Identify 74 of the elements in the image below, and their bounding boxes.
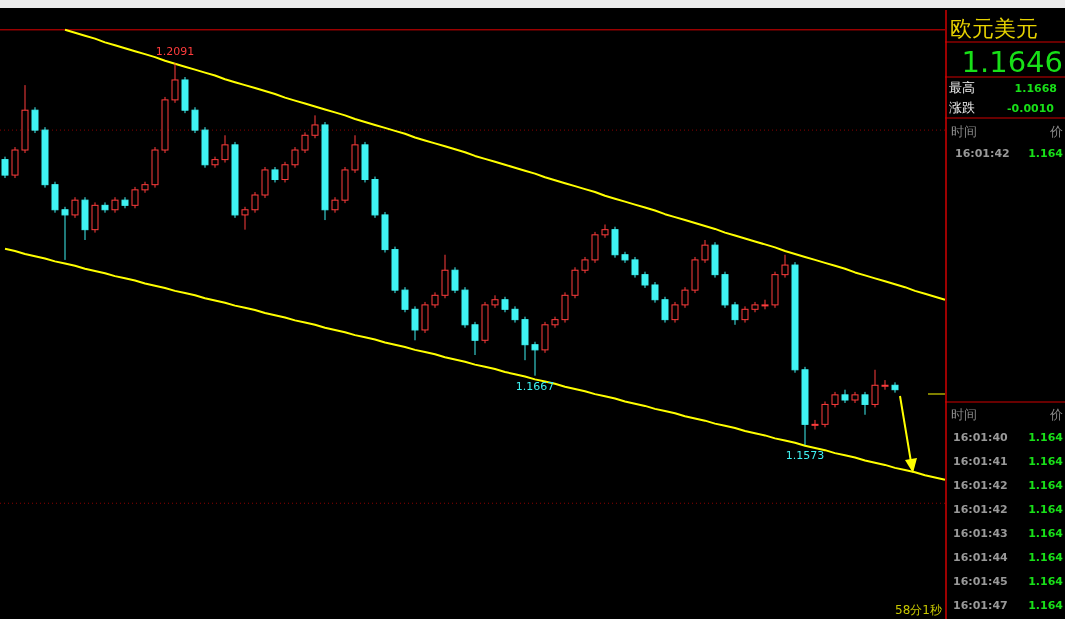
text: 16:01:42 [955,147,1010,160]
candlestick [291,146,299,169]
candlestick [891,381,899,394]
candlestick [681,286,689,309]
text: 16:01:43 [953,527,1008,540]
annotation: 1.1667 [515,379,555,393]
text: 1.1668 [1014,82,1057,95]
text: 价 [1049,124,1063,139]
candlestick [871,369,879,408]
candlestick [731,301,739,326]
candlestick [311,114,319,139]
candlestick [101,201,109,214]
candlestick [221,134,229,164]
candlestick [251,191,259,214]
annotation: 1.1573 [785,449,825,462]
candlestick [281,161,289,183]
text: 16:01:41 [953,455,1008,468]
annotation: 1.2091 [155,45,195,58]
candlestick [141,181,149,194]
text: 16:01:45 [953,575,1008,588]
text: 时间 [951,407,977,422]
candlestick [631,256,639,279]
candlestick [781,254,789,279]
text: 价 [1049,407,1063,422]
text: 1.164 [1028,599,1064,612]
candlestick [761,299,769,310]
candlestick [71,196,79,219]
text: 时间 [951,124,977,139]
text: 16:01:42 [953,479,1008,492]
candlestick [301,131,309,154]
candlestick [451,266,459,294]
candlestick [821,400,829,428]
text: 1.164 [1028,479,1064,492]
text: 1.1646 [961,45,1063,79]
candlestick [701,239,709,264]
text: 16:01:40 [953,431,1009,444]
candlestick [1,156,9,179]
text: 1.164 [1028,455,1064,468]
text: 16:01:44 [953,551,1009,564]
candlestick [121,196,129,209]
candlestick [811,419,819,431]
text: 1.164 [1028,575,1064,588]
text: 1.164 [1028,503,1064,516]
candlestick [411,305,419,341]
text: 1.164 [1028,147,1064,160]
candlestick [861,391,869,416]
candlestick [61,206,69,261]
text: 1.164 [1028,431,1064,444]
candlestick [471,321,479,356]
candlestick [841,389,849,404]
candlestick [401,286,409,313]
text: -0.0010 [1006,102,1055,115]
candlestick [531,341,539,377]
candlestick [211,156,219,169]
candlestick [191,106,199,134]
text: 涨跌 [949,100,975,115]
text: 58分1秒 [895,603,942,617]
text: 1.164 [1028,551,1064,564]
candlestick [491,294,499,309]
text: 最高 [949,80,975,95]
candlestick [171,62,179,104]
candlestick [661,296,669,324]
text: 1.164 [1028,527,1064,540]
candlestick [31,106,39,134]
candlestick [131,186,139,209]
text: 16:01:47 [953,599,1008,612]
candlestick [601,224,609,239]
candlestick [551,316,559,329]
text: 欧元美元 [950,16,1038,41]
candlestick [881,379,889,391]
text: 16:01:42 [953,503,1008,516]
candlestick [241,206,249,231]
candlestick [651,281,659,304]
candlestick [671,301,679,324]
